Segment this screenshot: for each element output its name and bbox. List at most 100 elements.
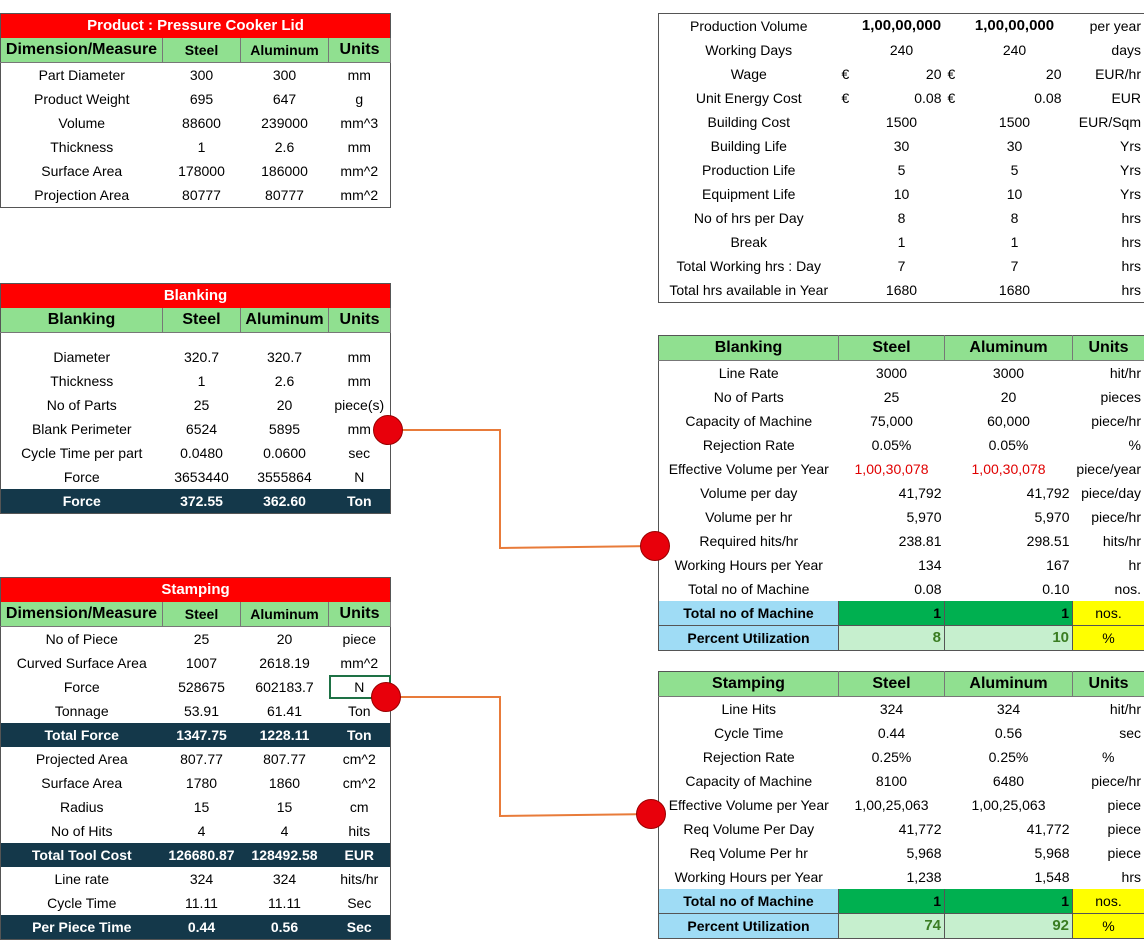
cell[interactable]: % [1128,437,1141,453]
cell[interactable]: 239000 [261,115,308,131]
cell[interactable]: 20 [1045,66,1062,82]
cell[interactable]: 15 [193,799,210,815]
row-label[interactable]: Cycle Time per part [21,445,143,461]
row-label[interactable]: Force [63,469,100,485]
connector-dot[interactable] [640,531,670,561]
cell[interactable]: mm [347,67,371,83]
total-cell[interactable]: 1228.11 [240,723,329,747]
row-label[interactable]: Line rate [54,871,109,887]
cell[interactable]: 1 [897,234,906,250]
cell[interactable]: 5,968 [1034,845,1070,861]
cell[interactable]: 1,00,25,063 [854,797,929,813]
cell[interactable]: 41,792 [898,485,942,501]
row-label[interactable]: Production Life [702,162,796,178]
cell[interactable]: 298.51 [1026,533,1070,549]
row-label[interactable]: No of Parts [713,389,784,405]
row-label[interactable]: Percent Utilization [658,625,839,651]
total-cell[interactable]: 372.55 [162,489,241,514]
cell[interactable]: Yrs [1120,138,1141,154]
total-cell[interactable]: 0.56 [240,915,329,940]
blanking-title[interactable]: Blanking [0,283,391,308]
row-label[interactable]: No of hrs per Day [693,210,804,226]
row-label[interactable]: Volume [58,115,106,131]
row-label[interactable]: Capacity of Machine [685,773,813,789]
cell[interactable]: 1680 [885,282,918,298]
cell[interactable]: 2.6 [274,373,295,389]
col-header[interactable]: Stamping [658,671,839,697]
row-label[interactable]: Effective Volume per Year [668,797,829,813]
cell[interactable]: 1,00,00,000 [974,17,1055,34]
col-header[interactable]: Steel [838,671,945,697]
col-header[interactable]: Steel [838,335,945,361]
col-header[interactable]: Blanking [0,308,163,333]
row-label[interactable]: Req Volume Per hr [689,845,808,861]
row-label[interactable]: Surface Area [41,775,123,791]
row-label[interactable]: Total Working hrs : Day [676,258,821,274]
cell[interactable]: 5,970 [906,509,942,525]
cell[interactable]: 0.08 [914,90,942,106]
cell[interactable]: cm [349,799,369,815]
cell[interactable]: 3000 [992,365,1025,381]
row-label[interactable]: Working Days [705,42,793,58]
cell[interactable]: 10 [944,625,1073,651]
cell[interactable]: mm [347,373,371,389]
row-label[interactable]: Line Rate [718,365,779,381]
cell[interactable]: 695 [189,91,214,107]
row-label[interactable]: No of Hits [51,823,113,839]
cell[interactable]: 300 [189,67,214,83]
row-label[interactable]: Radius [59,799,104,815]
cell[interactable]: 41,772 [1026,821,1070,837]
row-label[interactable]: Volume per day [700,485,798,501]
cell[interactable]: 1500 [998,114,1031,130]
total-cell[interactable]: 126680.87 [162,843,241,867]
cell[interactable]: hr [1128,557,1141,573]
cell[interactable]: 53.91 [183,703,220,719]
cell[interactable]: piece [1107,821,1141,837]
row-label[interactable]: Building Cost [707,114,791,130]
cell[interactable]: 10 [893,186,910,202]
cell[interactable]: 5,970 [1034,509,1070,525]
cell[interactable]: 6480 [992,773,1025,789]
cell[interactable]: 2618.19 [259,655,310,671]
cell[interactable]: 8 [897,210,906,226]
cell[interactable]: 0.44 [877,725,906,741]
cell[interactable]: 0.05% [871,437,912,453]
cell[interactable]: 0.08 [914,581,942,597]
cell[interactable]: 25 [883,389,900,405]
col-header[interactable]: Units [328,602,392,627]
cell[interactable]: Ton [347,703,371,719]
row-label[interactable]: Req Volume Per Day [683,821,815,837]
cell[interactable]: mm^2 [340,187,379,203]
col-header[interactable]: Units [328,38,392,63]
cell[interactable]: 1860 [268,775,301,791]
connector-dot[interactable] [371,682,401,712]
cell[interactable]: 807.77 [263,751,306,767]
cell[interactable]: 807.77 [180,751,223,767]
cell[interactable]: % [1072,625,1144,651]
col-header[interactable]: Dimension/Measure [0,38,163,63]
cell[interactable]: 20 [276,631,293,647]
total-label[interactable]: Total Force [0,723,163,747]
cell[interactable]: 602183.7 [255,679,314,695]
col-header[interactable]: Aluminum [944,335,1073,361]
cell[interactable]: piece/year [1076,461,1141,477]
total-cell[interactable]: Ton [328,489,391,514]
cell[interactable]: 20 [1000,389,1017,405]
cell[interactable]: 41,772 [898,821,942,837]
cell[interactable]: N [354,469,365,485]
cell[interactable]: % [1102,749,1115,765]
cell[interactable]: mm^2 [340,163,379,179]
cell[interactable]: mm^2 [340,655,379,671]
cell[interactable]: 0.08 [1034,90,1062,106]
cell[interactable]: 80777 [182,187,221,203]
total-cell[interactable]: 0.44 [162,915,241,940]
cell[interactable]: 1007 [185,655,218,671]
cell[interactable]: 5895 [268,421,301,437]
row-label[interactable]: Projected Area [35,751,128,767]
cell[interactable]: 186000 [261,163,308,179]
row-label[interactable]: No of Parts [46,397,117,413]
cell[interactable]: hrs [1121,234,1141,250]
cell[interactable]: hits [348,823,371,839]
row-label[interactable]: Cycle Time [47,895,117,911]
total-label[interactable]: Force [0,489,163,514]
